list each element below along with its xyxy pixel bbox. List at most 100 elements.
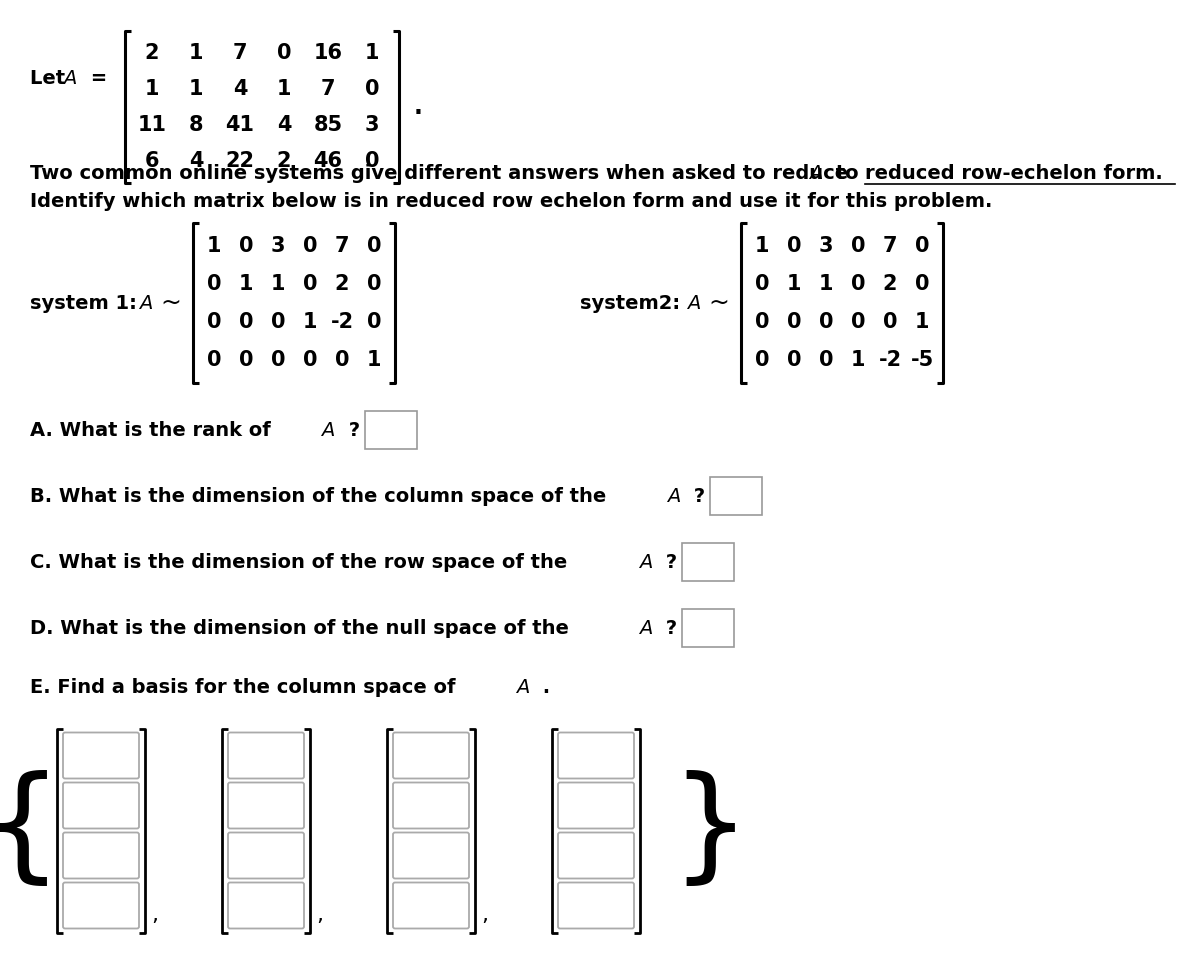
Text: 1: 1 bbox=[851, 350, 865, 370]
Text: 0: 0 bbox=[365, 151, 379, 171]
Text: -2: -2 bbox=[878, 350, 901, 370]
Text: 8: 8 bbox=[188, 115, 203, 135]
Text: ?: ? bbox=[342, 421, 360, 439]
Text: 0: 0 bbox=[277, 43, 292, 63]
Text: 1: 1 bbox=[787, 274, 802, 294]
Text: 0: 0 bbox=[755, 274, 769, 294]
Text: 7: 7 bbox=[320, 79, 335, 99]
FancyBboxPatch shape bbox=[558, 882, 634, 928]
Text: 6: 6 bbox=[145, 151, 160, 171]
Text: A. What is the rank of: A. What is the rank of bbox=[30, 421, 277, 439]
Text: 0: 0 bbox=[755, 350, 769, 370]
Text: 85: 85 bbox=[313, 115, 342, 135]
Text: 1: 1 bbox=[188, 43, 203, 63]
Text: to: to bbox=[829, 164, 865, 183]
Text: -5: -5 bbox=[911, 350, 934, 370]
Text: D. What is the dimension of the null space of the: D. What is the dimension of the null spa… bbox=[30, 618, 576, 638]
FancyBboxPatch shape bbox=[228, 882, 304, 928]
Text: $A$: $A$ bbox=[638, 553, 653, 571]
Text: 7: 7 bbox=[335, 236, 349, 256]
Text: 2: 2 bbox=[883, 274, 898, 294]
Text: 2: 2 bbox=[335, 274, 349, 294]
FancyBboxPatch shape bbox=[710, 477, 762, 515]
Text: $A$: $A$ bbox=[320, 421, 335, 439]
Text: 0: 0 bbox=[365, 79, 379, 99]
Text: 0: 0 bbox=[914, 274, 929, 294]
Text: 0: 0 bbox=[302, 236, 317, 256]
Text: 1: 1 bbox=[302, 312, 317, 332]
Text: 1: 1 bbox=[367, 350, 382, 370]
FancyBboxPatch shape bbox=[64, 733, 139, 778]
Text: 0: 0 bbox=[851, 236, 865, 256]
FancyBboxPatch shape bbox=[558, 832, 634, 878]
FancyBboxPatch shape bbox=[394, 783, 469, 828]
Text: 22: 22 bbox=[226, 151, 254, 171]
Text: 0: 0 bbox=[302, 350, 317, 370]
Text: ~: ~ bbox=[708, 291, 728, 315]
Text: $A$: $A$ bbox=[138, 294, 154, 313]
Text: 7: 7 bbox=[233, 43, 247, 63]
Text: E. Find a basis for the column space of: E. Find a basis for the column space of bbox=[30, 678, 462, 696]
FancyBboxPatch shape bbox=[394, 832, 469, 878]
Text: 0: 0 bbox=[787, 312, 802, 332]
FancyBboxPatch shape bbox=[365, 411, 418, 449]
Text: .: . bbox=[536, 678, 550, 696]
Text: $A$: $A$ bbox=[638, 618, 653, 638]
Text: ,: , bbox=[316, 904, 323, 924]
Text: C. What is the dimension of the row space of the: C. What is the dimension of the row spac… bbox=[30, 553, 574, 571]
Text: 1: 1 bbox=[239, 274, 253, 294]
FancyBboxPatch shape bbox=[228, 733, 304, 778]
Text: 41: 41 bbox=[226, 115, 254, 135]
Text: 2: 2 bbox=[277, 151, 292, 171]
Text: 11: 11 bbox=[138, 115, 167, 135]
Text: $A$: $A$ bbox=[62, 68, 77, 88]
FancyBboxPatch shape bbox=[558, 783, 634, 828]
FancyBboxPatch shape bbox=[394, 882, 469, 928]
Text: 4: 4 bbox=[233, 79, 247, 99]
FancyBboxPatch shape bbox=[64, 882, 139, 928]
FancyBboxPatch shape bbox=[64, 783, 139, 828]
Text: 1: 1 bbox=[206, 236, 221, 256]
Text: 0: 0 bbox=[239, 312, 253, 332]
Text: 0: 0 bbox=[851, 312, 865, 332]
Text: 3: 3 bbox=[271, 236, 286, 256]
FancyBboxPatch shape bbox=[394, 733, 469, 778]
Text: ?: ? bbox=[659, 618, 677, 638]
Text: $A$: $A$ bbox=[515, 678, 530, 696]
Text: 0: 0 bbox=[302, 274, 317, 294]
Text: 7: 7 bbox=[883, 236, 898, 256]
Text: Let: Let bbox=[30, 68, 72, 88]
Text: ?: ? bbox=[659, 553, 677, 571]
FancyBboxPatch shape bbox=[558, 733, 634, 778]
Text: 1: 1 bbox=[818, 274, 833, 294]
Text: 3: 3 bbox=[365, 115, 379, 135]
Text: 1: 1 bbox=[188, 79, 203, 99]
FancyBboxPatch shape bbox=[64, 832, 139, 878]
Text: 0: 0 bbox=[787, 236, 802, 256]
Text: ,: , bbox=[481, 904, 488, 924]
FancyBboxPatch shape bbox=[228, 783, 304, 828]
Text: .: . bbox=[414, 95, 422, 119]
Text: 0: 0 bbox=[818, 312, 833, 332]
Text: 16: 16 bbox=[313, 43, 342, 63]
Text: 0: 0 bbox=[755, 312, 769, 332]
Text: 0: 0 bbox=[851, 274, 865, 294]
Text: ?: ? bbox=[686, 486, 706, 506]
Text: 4: 4 bbox=[188, 151, 203, 171]
Text: $A$: $A$ bbox=[808, 164, 823, 183]
Text: ,: , bbox=[151, 904, 158, 924]
Text: 1: 1 bbox=[277, 79, 292, 99]
Text: 0: 0 bbox=[271, 312, 286, 332]
Text: 1: 1 bbox=[145, 79, 160, 99]
Text: 0: 0 bbox=[787, 350, 802, 370]
Text: 0: 0 bbox=[206, 312, 221, 332]
Text: 0: 0 bbox=[206, 350, 221, 370]
Text: $A$: $A$ bbox=[666, 486, 682, 506]
Text: 1: 1 bbox=[755, 236, 769, 256]
Text: ~: ~ bbox=[160, 291, 181, 315]
Text: Two common online systems give different answers when asked to reduce: Two common online systems give different… bbox=[30, 164, 854, 183]
Text: 0: 0 bbox=[271, 350, 286, 370]
Text: 0: 0 bbox=[335, 350, 349, 370]
Text: 0: 0 bbox=[883, 312, 898, 332]
Text: 0: 0 bbox=[818, 350, 833, 370]
